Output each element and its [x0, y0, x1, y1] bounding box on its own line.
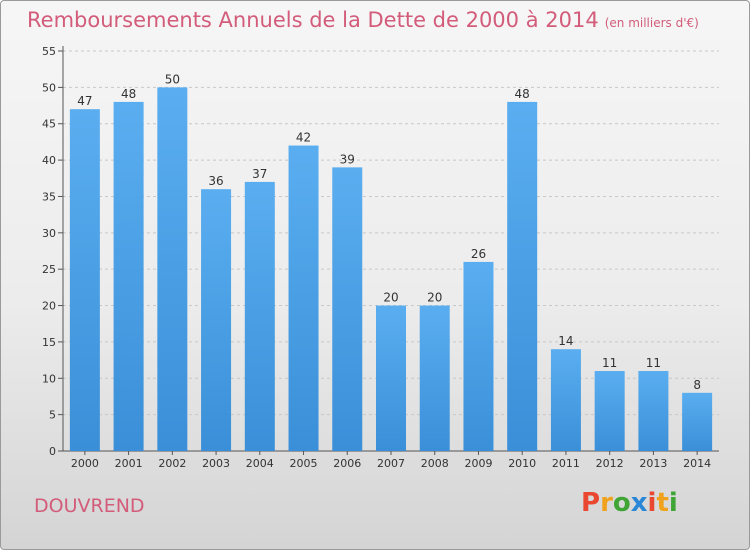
y-tick-label: 5 — [49, 409, 56, 422]
x-tick-label: 2002 — [158, 457, 186, 470]
chart-title: Remboursements Annuels de la Dette de 20… — [27, 8, 699, 32]
bar-2007 — [376, 305, 406, 451]
y-tick-label: 30 — [42, 227, 56, 240]
x-tick-label: 2005 — [290, 457, 318, 470]
y-tick-label: 25 — [42, 263, 56, 276]
bar-2012 — [594, 371, 625, 451]
bar-value-label: 8 — [693, 378, 701, 392]
bar-2004 — [244, 181, 275, 451]
x-tick-label: 2001 — [115, 457, 143, 470]
bar-value-label: 11 — [602, 356, 617, 370]
x-tick-label: 2012 — [596, 457, 624, 470]
x-tick-label: 2011 — [552, 457, 580, 470]
x-tick-label: 2009 — [464, 457, 492, 470]
bar-2008 — [419, 305, 450, 451]
bar-2000 — [69, 109, 100, 451]
y-tick-label: 45 — [42, 118, 56, 131]
y-tick-label: 55 — [42, 45, 56, 58]
logo-letter: i — [647, 488, 657, 518]
logo-letter: t — [656, 488, 669, 518]
city-name: DOUVREND — [34, 495, 145, 517]
bar-2002 — [157, 87, 188, 451]
bar-2010 — [507, 101, 538, 451]
bar-value-label: 36 — [208, 174, 223, 188]
x-tick-label: 2014 — [683, 457, 711, 470]
logo-letter: r — [600, 488, 613, 518]
bar-value-label: 26 — [471, 247, 486, 261]
bar-2003 — [201, 189, 232, 451]
bar-value-label: 37 — [252, 167, 267, 181]
x-tick-label: 2013 — [639, 457, 667, 470]
y-tick-label: 50 — [42, 81, 56, 94]
bar-2014 — [682, 392, 713, 451]
bar-value-label: 11 — [646, 356, 661, 370]
bar-value-label: 50 — [165, 72, 180, 86]
y-tick-label: 35 — [42, 190, 56, 203]
y-tick-label: 10 — [42, 372, 56, 385]
bar-value-label: 14 — [558, 334, 573, 348]
x-tick-label: 2008 — [421, 457, 449, 470]
bar-value-label: 42 — [296, 131, 311, 145]
x-tick-label: 2003 — [202, 457, 230, 470]
x-tick-label: 2004 — [246, 457, 274, 470]
x-tick-label: 2007 — [377, 457, 405, 470]
x-tick-label: 2010 — [508, 457, 536, 470]
y-tick-label: 20 — [42, 300, 56, 313]
bar-value-label: 20 — [383, 291, 398, 305]
logo-letter: x — [630, 488, 648, 518]
bar-value-label: 39 — [340, 152, 355, 166]
bar-value-label: 47 — [77, 94, 92, 108]
proxiti-logo: Proxiti — [581, 488, 678, 518]
y-tick-label: 40 — [42, 154, 56, 167]
bar-2005 — [288, 145, 319, 451]
bar-value-label: 48 — [121, 87, 136, 101]
logo-letter: o — [612, 488, 631, 518]
x-tick-label: 2000 — [71, 457, 99, 470]
chart-title-text: Remboursements Annuels de la Dette de 20… — [27, 8, 599, 32]
chart-unit: (en milliers d'€) — [604, 16, 699, 30]
bar-value-label: 48 — [515, 87, 530, 101]
bar-value-label: 20 — [427, 291, 442, 305]
y-tick-label: 15 — [42, 336, 56, 349]
y-tick-label: 0 — [49, 445, 56, 458]
bar-2001 — [113, 101, 144, 451]
logo-letter: P — [581, 488, 601, 518]
bar-2013 — [638, 371, 669, 451]
bar-2011 — [550, 349, 581, 451]
x-tick-label: 2006 — [333, 457, 361, 470]
bar-2006 — [332, 167, 363, 451]
bar-2009 — [463, 261, 494, 451]
logo-letter: i — [668, 488, 678, 518]
